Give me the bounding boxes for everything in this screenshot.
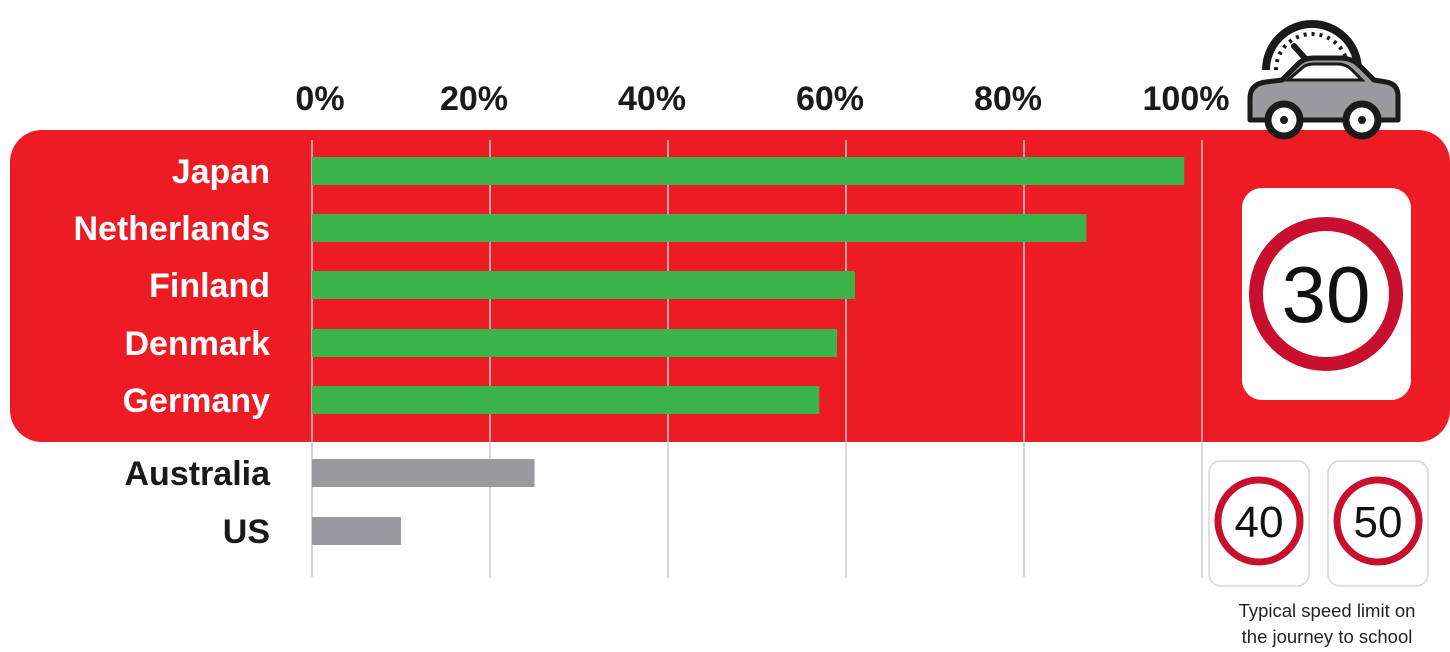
x-axis-ticks: 0% 20% 40% 60% 80% 100% xyxy=(295,80,1229,118)
speed-sign-50: 50 xyxy=(1327,460,1429,587)
speed-sign-40-ring xyxy=(1214,476,1304,566)
x-tick-label-80: 80% xyxy=(974,80,1042,118)
x-tick-label-100: 100% xyxy=(1143,80,1230,118)
x-tick-label-0: 0% xyxy=(295,80,344,118)
bar-germany xyxy=(312,386,820,414)
category-label-finland: Finland xyxy=(149,267,270,305)
category-label-japan: Japan xyxy=(172,153,270,191)
category-labels: Japan Netherlands Finland Denmark Germany Aus… xyxy=(74,153,272,551)
bar-finland xyxy=(312,271,855,299)
gridlines xyxy=(311,140,1203,578)
speed-sign-40-number: 40 xyxy=(1235,498,1284,547)
bars xyxy=(312,157,1185,545)
speed-sign-40: 40 xyxy=(1208,460,1310,587)
bar-us xyxy=(312,517,401,545)
speed-sign-30: 30 xyxy=(1242,188,1411,400)
x-tick-label-20: 20% xyxy=(440,80,508,118)
bar-australia xyxy=(312,459,535,487)
speed-caption-line2: the journey to school xyxy=(1242,626,1413,647)
category-label-germany: Germany xyxy=(123,382,270,420)
speed-sign-50-number: 50 xyxy=(1354,498,1403,547)
bar-denmark xyxy=(312,329,838,357)
speed-sign-30-ring xyxy=(1249,217,1403,371)
category-label-us: US xyxy=(223,513,270,551)
speed-sign-50-ring xyxy=(1333,476,1423,566)
bar-netherlands xyxy=(312,214,1087,242)
bar-japan xyxy=(312,157,1185,185)
category-label-australia: Australia xyxy=(125,455,272,493)
speed-sign-30-number: 30 xyxy=(1282,250,1371,339)
speed-caption-line1: Typical speed limit on xyxy=(1239,600,1416,621)
category-label-netherlands: Netherlands xyxy=(74,210,271,248)
x-tick-label-40: 40% xyxy=(618,80,686,118)
x-tick-label-60: 60% xyxy=(796,80,864,118)
category-label-denmark: Denmark xyxy=(124,325,270,363)
car-icon xyxy=(1247,55,1401,140)
